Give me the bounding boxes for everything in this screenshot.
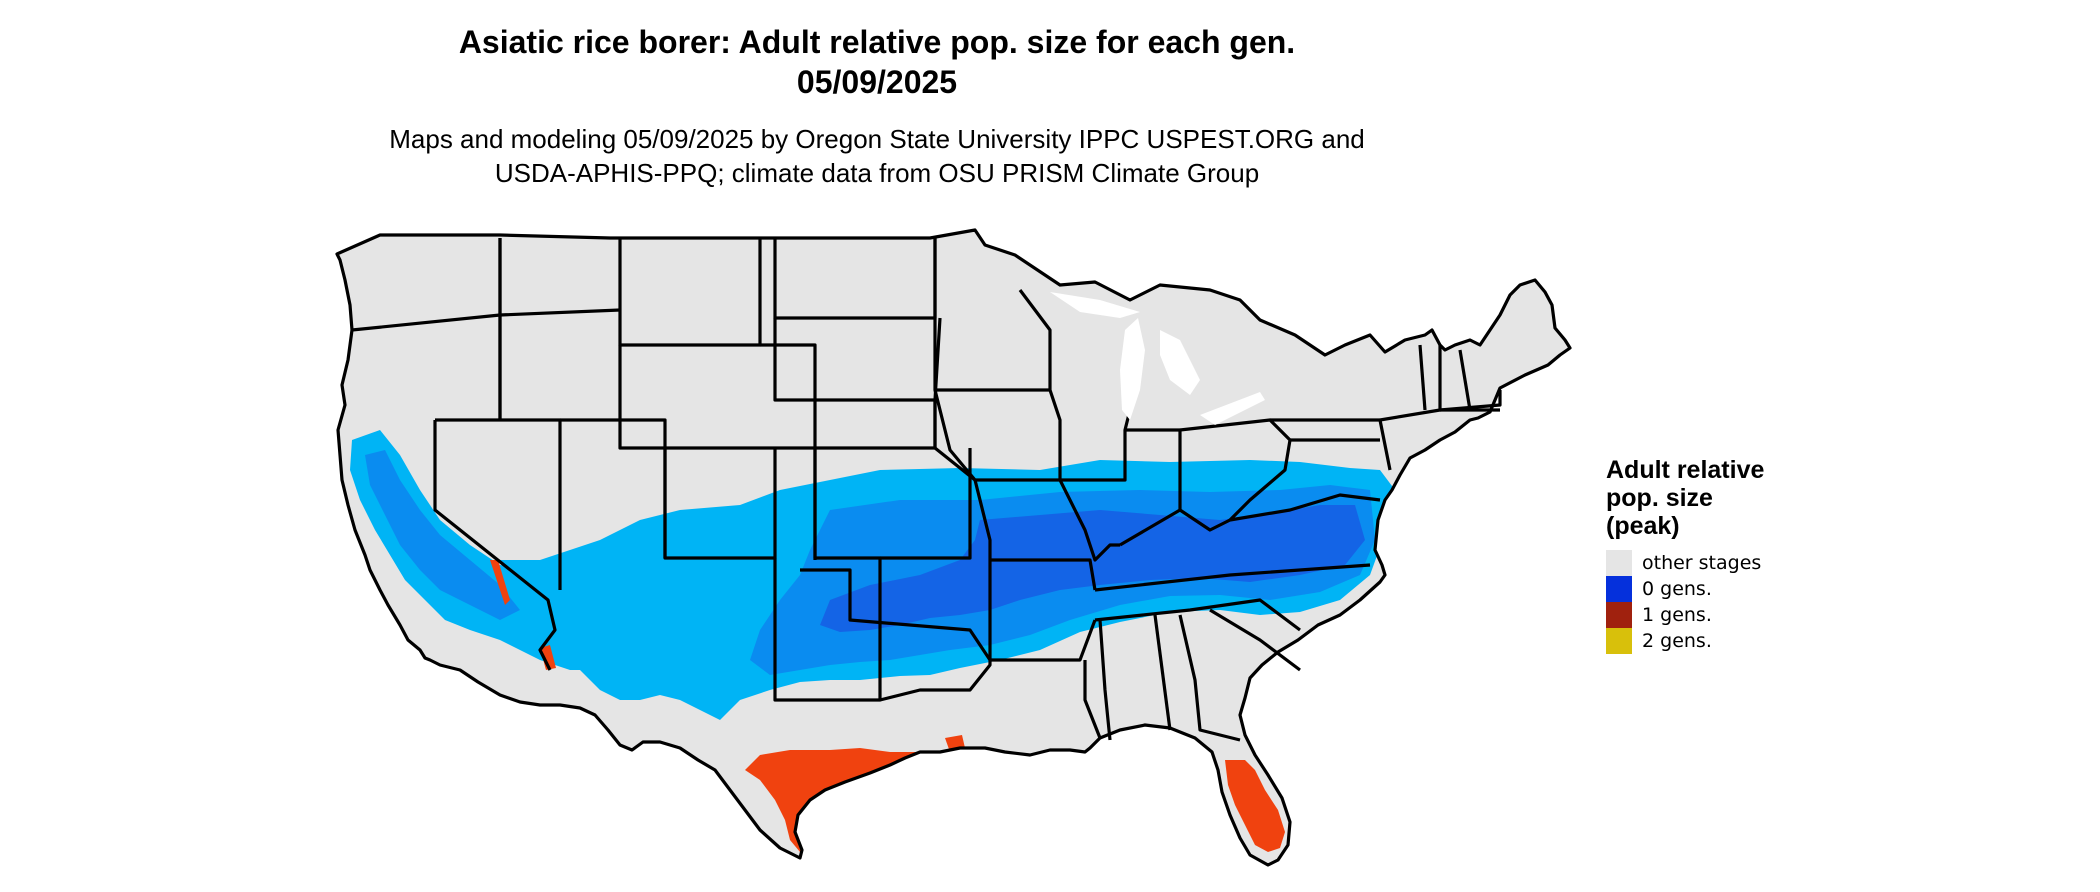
legend-label: 0 gens. — [1642, 578, 1712, 600]
map-title: Asiatic rice borer: Adult relative pop. … — [0, 22, 1754, 102]
legend-swatch — [1606, 576, 1632, 602]
subtitle-line-1: Maps and modeling 05/09/2025 by Oregon S… — [389, 124, 1365, 154]
zone-ca-red — [490, 560, 510, 605]
title-line-2: 05/09/2025 — [796, 64, 958, 100]
state-border — [880, 448, 972, 560]
state-border — [1058, 479, 1120, 562]
state-border — [990, 619, 1097, 662]
legend-label: other stages — [1642, 552, 1762, 574]
legend-label: 1 gens. — [1642, 604, 1712, 626]
state-border — [1178, 614, 1241, 742]
state-border — [1094, 598, 1301, 632]
state-border — [1018, 289, 1062, 480]
lake-huron — [1160, 330, 1200, 395]
state-border — [618, 238, 762, 347]
state-border — [1229, 493, 1381, 522]
state-border — [1094, 563, 1371, 592]
zone-florida-red — [1225, 760, 1285, 852]
legend-title-line-3: (peak) — [1606, 512, 1680, 540]
lake-superior — [1050, 292, 1140, 318]
lake-michigan — [1120, 318, 1145, 420]
zone-west-mid — [365, 450, 520, 620]
legend-title-line-1: Adult relative — [1606, 456, 1765, 484]
state-border — [1119, 428, 1182, 547]
map-subtitle: Maps and modeling 05/09/2025 by Oregon S… — [0, 122, 1754, 190]
legend-item-0-gens: 0 gens. — [1606, 576, 1846, 602]
legend-swatch — [1606, 602, 1632, 628]
legend-item-1-gens: 1 gens. — [1606, 602, 1846, 628]
legend-swatch — [1606, 550, 1632, 576]
legend-items: other stages 0 gens. 1 gens. 2 gens. — [1606, 550, 1846, 654]
zone-west-light — [350, 430, 600, 670]
legend-item-other-stages: other stages — [1606, 550, 1846, 576]
title-line-1: Asiatic rice borer: Adult relative pop. … — [458, 24, 1296, 60]
legend-label: 2 gens. — [1642, 630, 1712, 652]
legend-title: Adult relative pop. size (peak) — [1606, 456, 1846, 540]
state-border — [1209, 608, 1301, 672]
legend-item-2-gens: 2 gens. — [1606, 628, 1846, 654]
state-border — [879, 560, 992, 702]
legend-swatch — [1606, 628, 1632, 654]
state-border — [800, 568, 992, 661]
legend: Adult relative pop. size (peak) other st… — [1606, 456, 1846, 654]
state-border — [1153, 614, 1172, 731]
lake-erie — [1200, 392, 1265, 425]
state-border — [1083, 660, 1102, 739]
subtitle-line-2: USDA-APHIS-PPQ; climate data from OSU PR… — [494, 158, 1260, 188]
state-border — [990, 558, 1097, 591]
state-border — [1098, 619, 1112, 741]
state-border — [663, 448, 777, 560]
state-border — [433, 420, 557, 671]
state-border — [1179, 508, 1231, 532]
zone-ca-red-2 — [540, 645, 556, 670]
state-border — [1439, 390, 1502, 412]
state-border — [1458, 349, 1472, 411]
great-lakes — [1050, 292, 1265, 425]
state-border — [1418, 344, 1427, 411]
state-border — [933, 389, 1060, 482]
state-border — [773, 317, 942, 402]
state-border — [1179, 418, 1292, 522]
legend-title-line-2: pop. size — [1606, 484, 1713, 512]
state-borders — [335, 228, 1572, 867]
